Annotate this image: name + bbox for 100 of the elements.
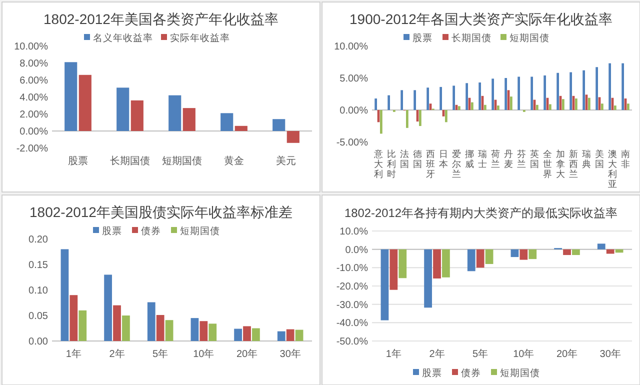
x-tick-label: 10年 [193, 348, 214, 360]
bar [582, 70, 585, 110]
bar [570, 72, 572, 110]
bar [445, 110, 448, 122]
x-tick-label: 瑞士 [478, 149, 487, 169]
x-tick-label: 10年 [513, 348, 534, 360]
bar [113, 305, 121, 341]
x-tick-label: 瑞典 [582, 149, 591, 169]
bar [234, 328, 242, 341]
bar [440, 86, 442, 110]
bar [200, 321, 208, 341]
x-tick-label: 丹麦 [504, 149, 513, 169]
legend-label: 短期国债 [500, 367, 540, 379]
bar [601, 104, 604, 110]
x-tick-label: 比利时 [387, 149, 396, 179]
y-tick-label: -30.0% [336, 300, 368, 311]
bar [544, 75, 546, 110]
x-tick-label: 法国 [400, 149, 409, 169]
bar [452, 86, 455, 110]
legend-label: 股票 [412, 33, 432, 44]
y-tick-label: 0.05 [28, 311, 48, 322]
x-tick-label: 新西兰 [569, 149, 578, 179]
y-tick-label: 10.00% [14, 42, 48, 52]
x-tick-label: 股票 [68, 156, 88, 167]
x-tick-label: 英国 [530, 149, 539, 169]
bar [510, 96, 512, 110]
bar [504, 78, 507, 110]
x-tick-label: 短期国债 [162, 155, 202, 167]
bar [614, 106, 616, 110]
legend-label: 股票 [102, 226, 122, 237]
x-tick-label: 30年 [600, 348, 621, 360]
bar [243, 326, 251, 341]
bar [272, 119, 286, 131]
bar [116, 88, 130, 131]
bar [208, 324, 217, 341]
y-tick-label: -2.00% [16, 144, 48, 154]
bar [627, 104, 630, 110]
x-tick-label: 挪威 [465, 149, 474, 169]
legend-label: 股票 [422, 368, 442, 379]
y-tick-label: 0.15 [28, 260, 48, 271]
bar [380, 110, 382, 134]
bar [182, 108, 196, 131]
legend-label: 债券 [141, 225, 161, 237]
x-tick-label: 黄金 [224, 155, 244, 167]
y-tick-label: 4.00% [20, 92, 48, 104]
bar [458, 106, 460, 110]
bar [575, 98, 578, 110]
y-tick-label: -5.00% [336, 138, 368, 148]
y-tick-label: 10.0% [340, 226, 368, 238]
bar [130, 100, 144, 131]
bar [622, 63, 624, 110]
x-tick-label: 南非 [621, 149, 630, 169]
y-tick-label: -50.0% [336, 336, 368, 348]
legend-label: 短期国债 [510, 32, 550, 44]
y-tick-label: 0.10 [28, 286, 48, 296]
bar [426, 88, 429, 110]
bar [277, 331, 286, 341]
legend-label: 名义年收益率 [93, 32, 153, 44]
bar [374, 98, 377, 110]
bar [549, 104, 552, 110]
chart-title: 1802-2012年各持有期内大类资产的最低实际收益率 [344, 206, 618, 220]
y-tick-label: 0.20 [28, 234, 48, 246]
x-tick-label: 加拿大 [556, 149, 565, 179]
x-tick-label: 1年 [66, 348, 82, 360]
y-tick-label: 10.00% [334, 42, 368, 52]
legend-label: 长期国债 [452, 32, 492, 44]
bar [478, 82, 481, 110]
x-tick-label: 2年 [429, 348, 445, 360]
x-tick-label: 5年 [152, 348, 168, 360]
x-tick-label: 西班牙 [426, 149, 435, 179]
bar [60, 249, 69, 341]
bar [165, 320, 174, 341]
y-tick-label: -40.0% [336, 318, 368, 330]
chart-title: 1802-2012年美国各类资产年化收益率 [44, 11, 278, 27]
x-tick-label: 20年 [556, 348, 578, 360]
y-tick-label: 0.0% [345, 244, 368, 256]
y-tick-label: -20.0% [336, 282, 368, 292]
y-tick-label: 2.00% [20, 110, 48, 120]
y-tick-label: 5.00% [340, 74, 368, 84]
bar [252, 328, 260, 341]
bar [400, 90, 403, 110]
y-tick-label: 6.00% [20, 76, 48, 86]
y-tick-label: 0.00 [28, 336, 48, 348]
bar [122, 316, 130, 341]
bar [286, 131, 300, 143]
x-tick-label: 全世界 [543, 149, 552, 179]
x-tick-label: 长期国债 [110, 155, 150, 167]
bar [471, 102, 474, 110]
bar [406, 110, 408, 128]
x-tick-label: 爱尔兰 [452, 149, 461, 179]
x-tick-label: 5年 [472, 348, 488, 360]
y-tick-label: 8.00% [20, 58, 48, 70]
x-tick-label: 2年 [109, 348, 125, 360]
legend-label: 短期国债 [180, 225, 220, 237]
bar [147, 302, 156, 341]
bar [220, 113, 234, 131]
bar [286, 329, 294, 341]
x-tick-label: 荷兰 [491, 149, 500, 169]
x-tick-label: 德国 [413, 149, 422, 169]
chart-title: 1802-2012年美国股债实际年收益率标准差 [30, 204, 292, 220]
